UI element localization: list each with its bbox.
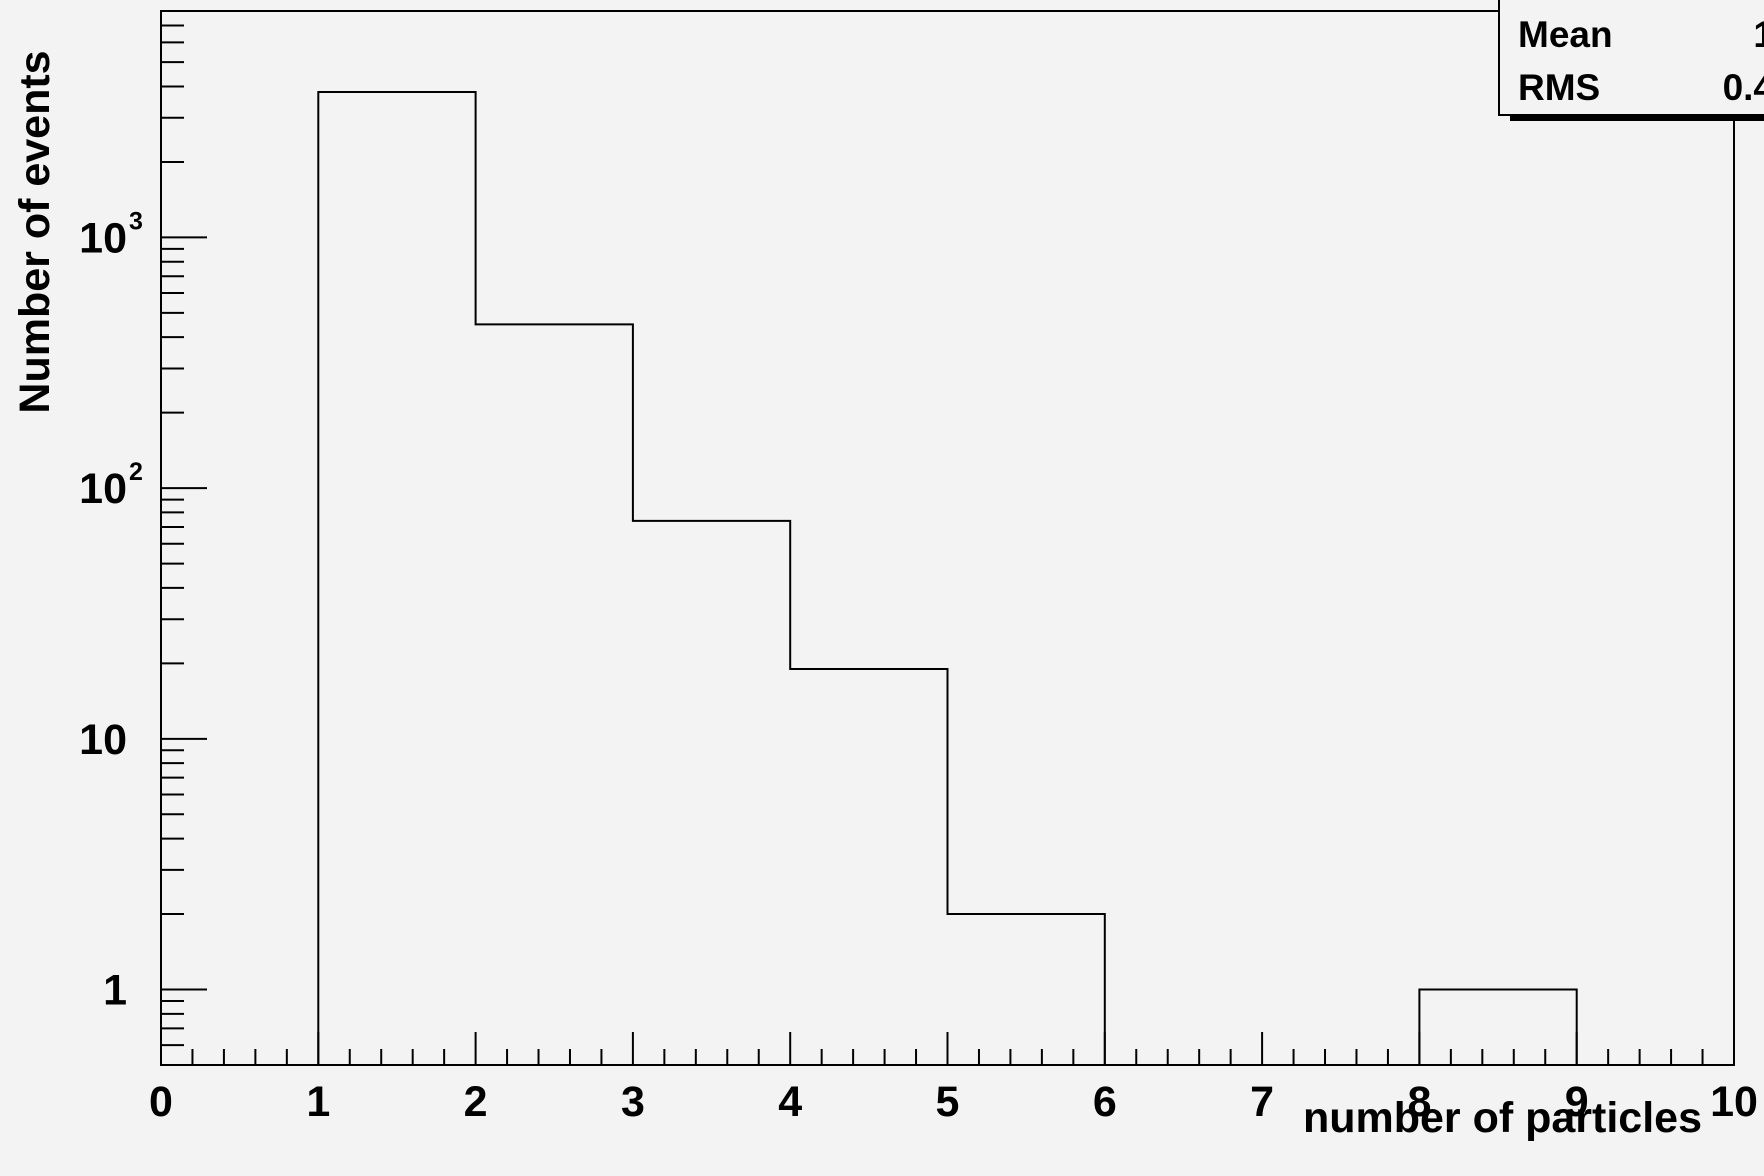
stats-box: Mean 1 RMS 0.4 bbox=[1498, 0, 1764, 121]
y-tick-label-3: 10 bbox=[79, 214, 127, 262]
y-axis-title: Number of events bbox=[11, 50, 59, 413]
histogram-outline-1 bbox=[317, 91, 1106, 1065]
x-axis-ticks: 0 1 2 3 4 5 6 7 8 9 10 bbox=[149, 1032, 1758, 1126]
histogram-bin-6 bbox=[1419, 990, 1576, 1065]
histogram-bin-5 bbox=[948, 914, 1105, 1065]
x-tick-label-5: 5 bbox=[936, 1078, 960, 1126]
stats-label-rms: RMS bbox=[1518, 67, 1600, 108]
x-tick-label-9: 9 bbox=[1565, 1078, 1589, 1126]
x-tick-label-3: 3 bbox=[621, 1078, 645, 1126]
x-tick-label-6: 6 bbox=[1093, 1078, 1117, 1126]
x-tick-label-7: 7 bbox=[1250, 1078, 1274, 1126]
x-axis-title: number of particles bbox=[1303, 1094, 1702, 1142]
histogram-bin-2 bbox=[476, 324, 633, 1065]
x-tick-label-1: 1 bbox=[306, 1078, 330, 1126]
histogram-outline-2 bbox=[1418, 988, 1578, 1065]
histogram-bin-4 bbox=[790, 669, 947, 1065]
y-tick-exponent-2: 2 bbox=[129, 458, 143, 486]
stats-box-panel bbox=[1498, 0, 1764, 116]
histogram-bins bbox=[317, 91, 1578, 1065]
y-tick-exponent-3: 3 bbox=[129, 207, 143, 235]
x-tick-label-2: 2 bbox=[464, 1078, 488, 1126]
stats-label-mean: Mean bbox=[1518, 14, 1613, 55]
y-tick-label-0: 1 bbox=[103, 967, 127, 1015]
histogram-bin-1 bbox=[318, 92, 475, 1065]
stats-value-mean: 1 bbox=[1753, 14, 1764, 55]
x-tick-label-10: 10 bbox=[1710, 1078, 1758, 1126]
x-tick-label-8: 8 bbox=[1407, 1078, 1431, 1126]
y-tick-label-1: 10 bbox=[79, 716, 127, 764]
y-tick-label-2: 10 bbox=[79, 465, 127, 513]
x-tick-label-0: 0 bbox=[149, 1078, 173, 1126]
histogram-bin-3 bbox=[633, 521, 790, 1065]
stats-value-rms: 0.4 bbox=[1723, 67, 1764, 108]
x-tick-label-4: 4 bbox=[778, 1078, 802, 1126]
